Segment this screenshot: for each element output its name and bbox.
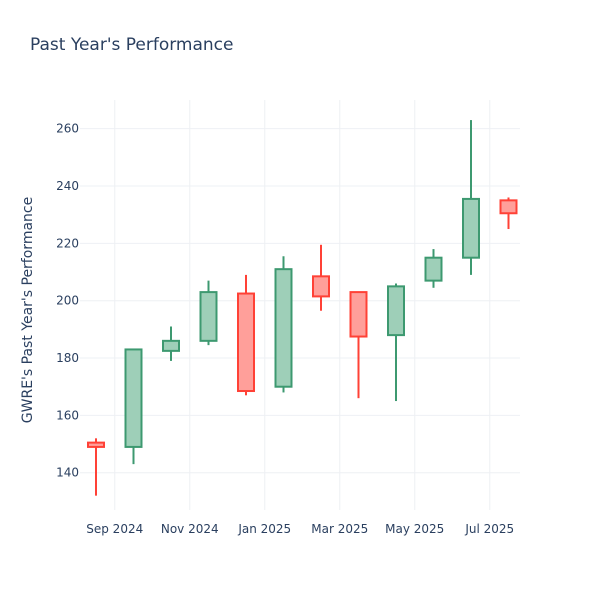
candle	[124, 348, 143, 465]
y-tick-label: 240	[56, 179, 79, 193]
x-tick-label: May 2025	[385, 522, 444, 536]
chart-title: Past Year's Performance	[30, 35, 234, 55]
candle-layer	[87, 120, 518, 496]
y-tick-label: 260	[56, 122, 79, 136]
candle-body	[162, 339, 180, 352]
candle	[87, 438, 105, 496]
y-tick-label: 220	[56, 236, 79, 250]
candle-body	[387, 285, 405, 337]
x-tick-label: Jul 2025	[464, 522, 514, 536]
candle-body	[349, 291, 368, 338]
candle-body	[87, 441, 105, 448]
x-tick-label: Nov 2024	[161, 522, 219, 536]
candle	[349, 291, 368, 399]
candle-body	[124, 348, 143, 448]
x-tick-label: Jan 2025	[237, 522, 291, 536]
candle-body	[274, 268, 293, 388]
candle	[312, 244, 330, 311]
candle-body	[237, 292, 255, 393]
candle-body	[499, 199, 518, 215]
x-tick-label: Sep 2024	[86, 522, 143, 536]
candle-body	[199, 291, 218, 342]
candle	[237, 274, 255, 396]
candle	[162, 326, 180, 361]
axis-layer: 140 160 180 200 220 240 260 Sep 2024 Nov 2024 Jan…	[56, 122, 514, 536]
y-tick-label: 180	[56, 351, 79, 365]
grid-layer	[80, 100, 520, 510]
candle	[199, 280, 218, 346]
candle	[424, 249, 443, 288]
candle	[274, 256, 293, 393]
candle-body	[312, 275, 330, 298]
y-tick-label: 160	[56, 408, 79, 422]
candle	[499, 197, 518, 230]
candle	[387, 283, 405, 402]
y-tick-label: 200	[56, 294, 79, 308]
candle	[462, 120, 480, 275]
x-tick-label: Mar 2025	[311, 522, 368, 536]
candle-body	[462, 197, 480, 259]
candle-body	[424, 256, 443, 282]
y-tick-label: 140	[56, 466, 79, 480]
y-axis-label: GWRE's Past Year's Performance	[20, 197, 36, 423]
